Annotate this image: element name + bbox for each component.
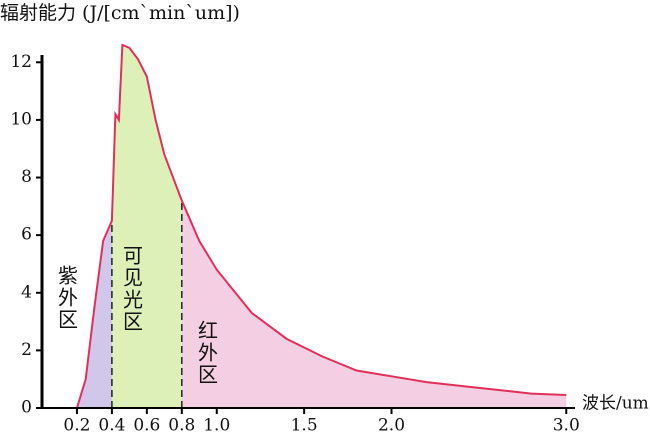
y-tick-label: 12: [10, 52, 32, 72]
y-tick-label: 2: [21, 340, 32, 360]
band-label: 红外区: [195, 320, 219, 386]
y-tick-label: 6: [21, 225, 32, 245]
y-tick-label: 0: [21, 398, 32, 418]
x-tick-label: 0.4: [98, 416, 125, 435]
x-tick-label: 0.8: [168, 416, 195, 435]
x-tick-label: 0.6: [133, 416, 160, 435]
band-label: 可见光区: [120, 245, 144, 333]
x-tick-label: 2.0: [378, 416, 405, 435]
spectrum-line: [75, 43, 567, 409]
band-fill: [111, 45, 182, 408]
x-tick-label: 1.5: [291, 416, 318, 435]
y-tick-label: 10: [10, 109, 32, 129]
y-tick-label: 8: [21, 167, 32, 187]
x-tick-label: 1.0: [203, 416, 230, 435]
band-fill: [181, 200, 567, 408]
y-tick-label: 4: [21, 282, 32, 302]
x-tick-label: 3.0: [553, 416, 580, 435]
band-label: 紫外区: [55, 265, 79, 331]
x-tick-label: 0.2: [63, 416, 90, 435]
x-axis-label: 波长/um: [582, 394, 649, 414]
chart-title: 辐射能力 (J/[cm`min`um]): [0, 2, 240, 24]
